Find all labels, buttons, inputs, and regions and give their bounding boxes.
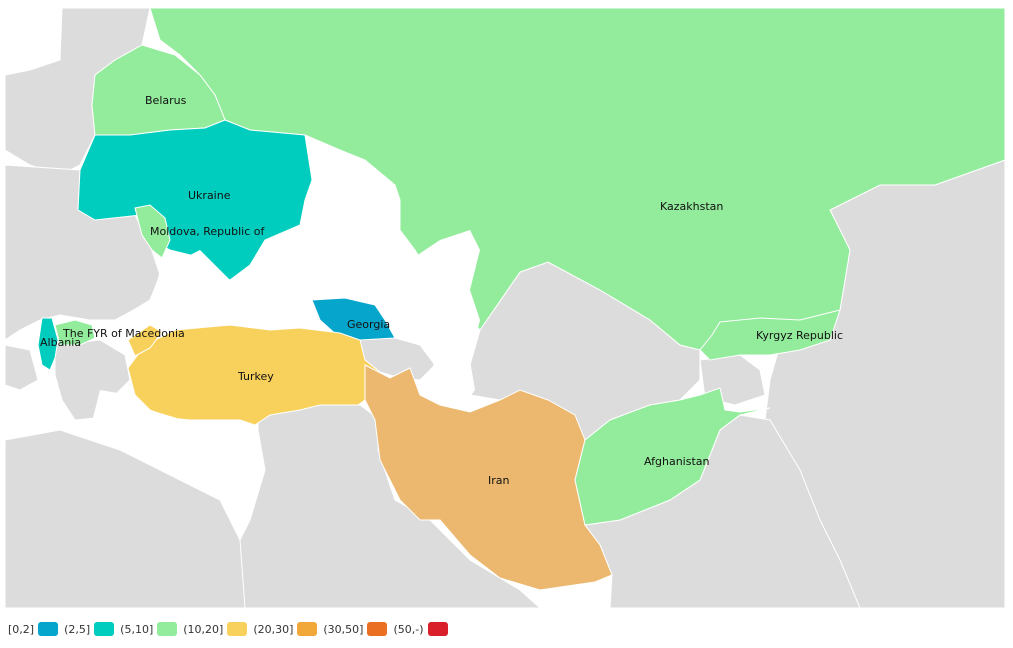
country-macedonia[interactable] [54,319,96,346]
country-turkey[interactable] [127,324,381,426]
legend-swatch [227,622,248,636]
legend-swatch [157,622,178,636]
caspian-sea [410,230,480,410]
data-countries [37,7,1006,591]
label-georgia: Georgia [347,318,390,331]
label-moldova: Moldova, Republic of [150,225,265,238]
country-labels: Belarus Ukraine Moldova, Republic of Kaz… [40,94,843,487]
legend-swatch [367,622,388,636]
legend-label: (50,-) [393,622,424,636]
legend-item[interactable]: (2,5] [64,622,115,636]
label-ukraine: Ukraine [188,189,231,202]
land-africa [4,429,246,609]
legend-label: (2,5] [64,622,91,636]
label-kyrgyzstan: Kyrgyz Republic [756,329,843,342]
label-belarus: Belarus [145,94,187,107]
seas [90,230,480,480]
no-data-land [4,7,1006,609]
land-italy [4,344,39,391]
label-afghanistan: Afghanistan [644,455,710,468]
legend-item[interactable]: (30,50] [323,622,388,636]
legend-item[interactable]: [0,2] [8,622,59,636]
label-iran: Iran [488,474,510,487]
map-legend: [0,2] (2,5] (5,10] (10,20] (20,30] (30,5… [8,622,454,636]
mediterranean [90,390,250,480]
legend-label: [0,2] [8,622,35,636]
label-macedonia: The FYR of Macedonia [62,327,185,340]
legend-item[interactable]: (20,30] [253,622,318,636]
legend-item[interactable]: (50,-) [393,622,448,636]
country-kyrgyzstan[interactable] [699,309,841,361]
legend-label: (30,50] [323,622,364,636]
legend-label: (20,30] [253,622,294,636]
legend-swatch [94,622,115,636]
legend-swatch [427,622,448,636]
label-kazakhstan: Kazakhstan [660,200,723,213]
label-albania: Albania [40,336,81,349]
black-sea [150,250,312,325]
legend-swatch [297,622,318,636]
legend-item[interactable]: (5,10] [120,622,178,636]
legend-swatch [38,622,59,636]
legend-label: (5,10] [120,622,154,636]
country-moldova[interactable] [134,204,171,259]
turkey-thrace[interactable] [127,324,163,357]
country-georgia[interactable] [311,297,396,341]
country-albania[interactable] [37,317,59,371]
country-afghanistan[interactable] [574,387,771,526]
legend-label: (10,20] [183,622,224,636]
label-turkey: Turkey [237,370,274,383]
legend-item[interactable]: (10,20] [183,622,248,636]
